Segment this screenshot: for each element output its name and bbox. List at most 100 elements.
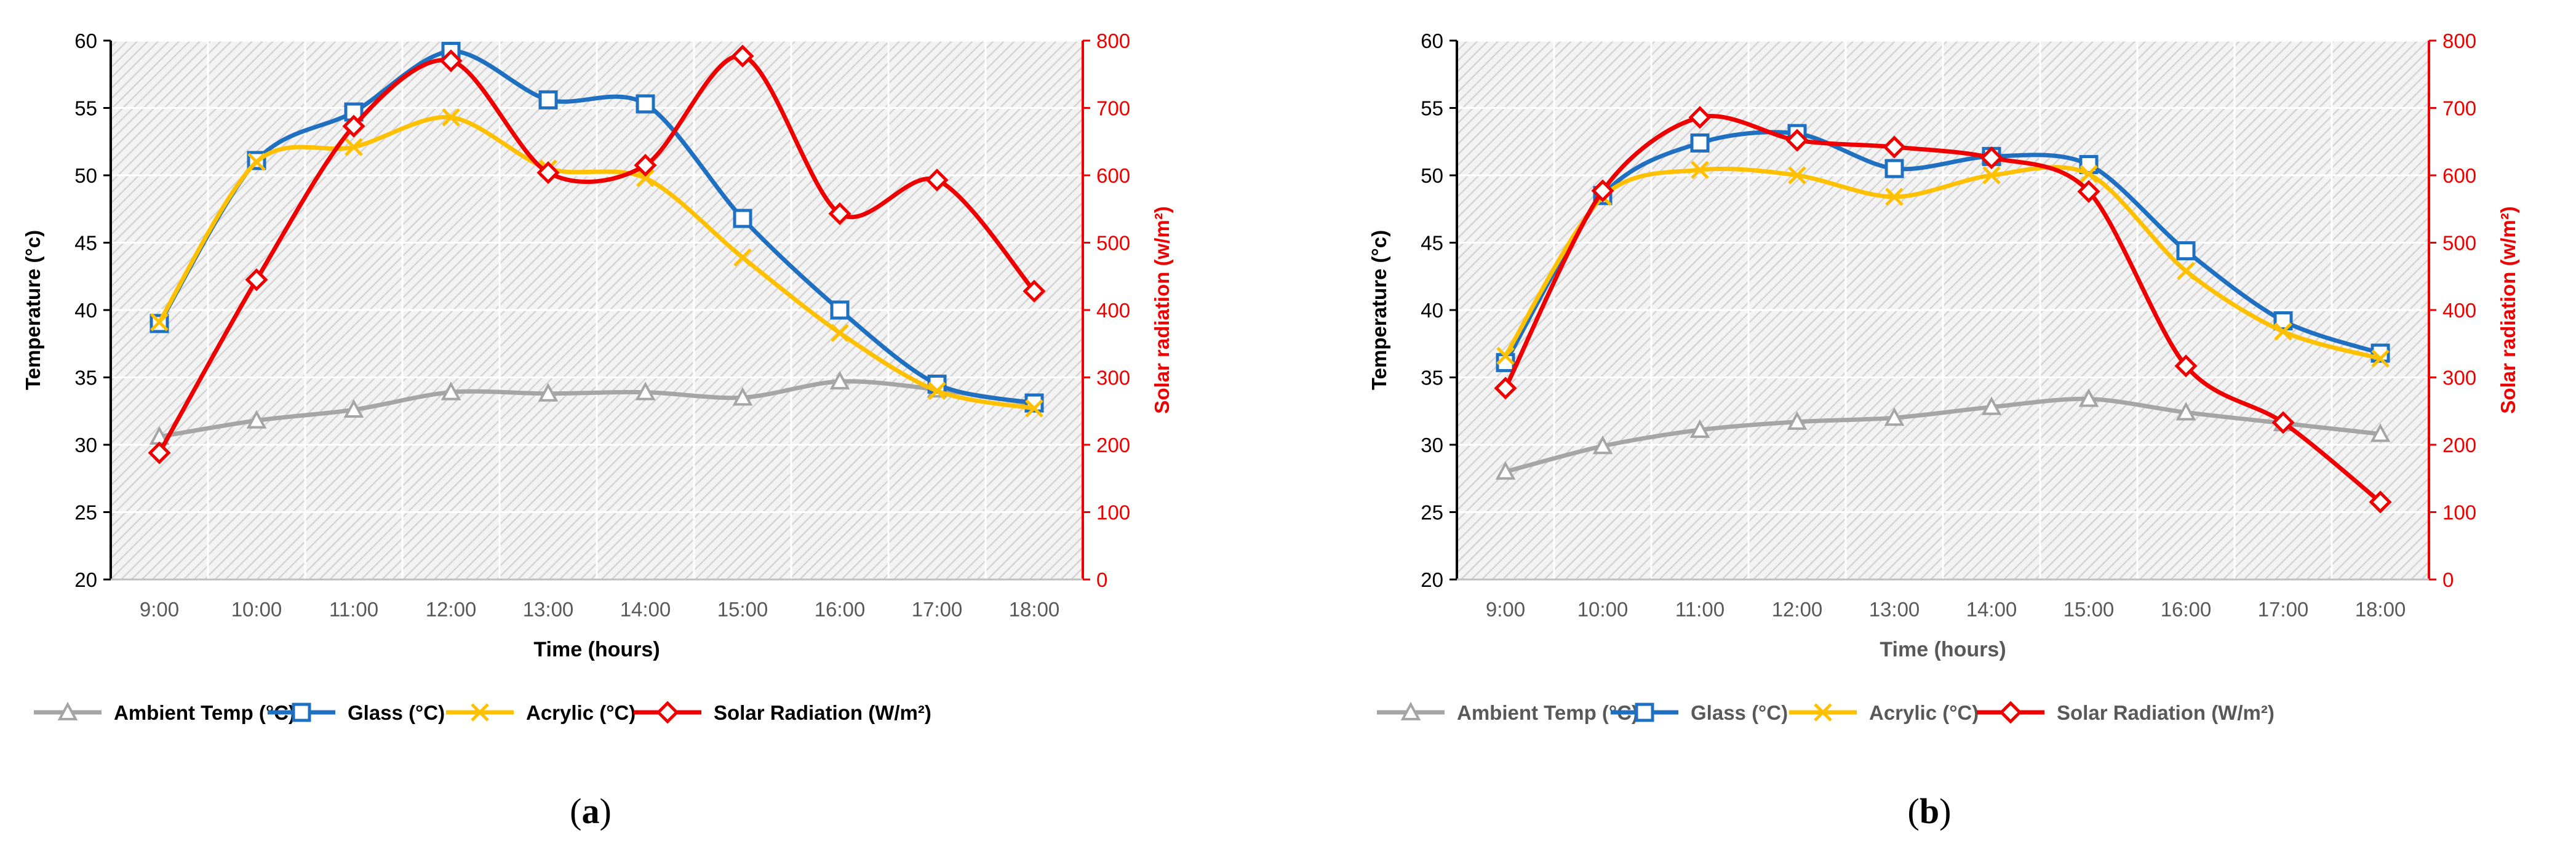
data-point: [1980, 146, 2003, 170]
data-point: [636, 169, 655, 188]
y-tick-label: 35: [1421, 367, 1443, 389]
legend-marker: [57, 701, 78, 720]
x-axis-title: Time (hours): [533, 638, 660, 661]
legend-marker: [292, 703, 311, 722]
y2-tick-label: 200: [1096, 434, 1130, 456]
gridlines: [111, 39, 1084, 579]
x-tick-label: 18:00: [1009, 598, 1060, 621]
data-point: [733, 248, 752, 267]
data-point: [828, 202, 851, 225]
y-tick-label: 55: [1421, 97, 1443, 120]
y-axis-title: Temperature (°c): [1368, 230, 1390, 390]
data-point: [831, 324, 849, 342]
x-tick-label: 10:00: [231, 598, 282, 621]
x-tick-label: 14:00: [620, 598, 671, 621]
y2-tick-label: 600: [1096, 164, 1130, 187]
data-point: [2271, 411, 2295, 434]
data-point: [1884, 159, 1904, 178]
y2-tick-label: 400: [2442, 299, 2476, 322]
series-line: [159, 379, 1035, 439]
data-point: [636, 94, 655, 114]
legend-label: Acrylic (°C): [1869, 701, 1979, 724]
series-line: [157, 49, 1035, 405]
y-tick-label: 25: [1421, 501, 1443, 524]
data-point: [1883, 135, 1906, 159]
series-line: [1503, 130, 2382, 364]
data-point: [1689, 419, 1710, 438]
data-point: [2078, 388, 2099, 407]
data-point: [538, 383, 559, 402]
legend-marker: [1814, 703, 1832, 722]
data-point: [441, 381, 461, 400]
series-ambient-temp-c: [1495, 388, 2391, 480]
data-point: [2370, 423, 2391, 442]
x-tick-label: 15:00: [717, 598, 768, 621]
data-point: [439, 49, 463, 73]
y-tick-label: 45: [74, 232, 97, 255]
series-line: [1505, 396, 2381, 474]
y-tick-label: 40: [74, 299, 97, 322]
data-point: [442, 108, 460, 127]
data-point: [925, 169, 949, 192]
x-tick-label: 9:00: [140, 598, 179, 621]
y2-tick-label: 0: [2442, 568, 2454, 591]
legend-label: Acrylic (°C): [526, 701, 636, 724]
legend-item: Solar Radiation (W/m²): [634, 701, 931, 724]
y-tick-label: 20: [1421, 568, 1443, 591]
x-tick-label: 11:00: [1675, 598, 1725, 621]
data-point: [2369, 490, 2392, 514]
data-point: [148, 441, 171, 464]
data-point: [1592, 435, 1613, 455]
x-tick-label: 13:00: [1869, 598, 1920, 621]
y-tick-label: 60: [1421, 30, 1443, 52]
y2-tick-label: 700: [2442, 97, 2476, 120]
legend-marker: [1400, 701, 1421, 720]
x-tick-label: 13:00: [523, 598, 574, 621]
legend-item: Glass (°C): [1611, 701, 1788, 724]
legend: Ambient Temp (°C) Glass (°C) Acrylic (°C) S…: [34, 701, 931, 724]
legend-label: Solar Radiation (W/m²): [714, 701, 931, 724]
legend-label: Solar Radiation (W/m²): [2057, 701, 2275, 724]
data-point: [246, 410, 267, 429]
data-point: [345, 138, 363, 156]
data-point: [1785, 129, 1809, 152]
data-point: [1591, 179, 1614, 202]
data-point: [1981, 396, 2002, 415]
data-point: [2175, 402, 2196, 421]
y-tick-label: 50: [74, 164, 97, 187]
y2-tick-label: 400: [1096, 299, 1130, 322]
series-solar-radiation-w-m: [148, 44, 1046, 464]
x-tick-label: 10:00: [1577, 598, 1629, 621]
y-tick-label: 45: [1421, 232, 1443, 255]
y-tick-label: 55: [74, 97, 97, 120]
data-point: [2177, 261, 2195, 281]
data-point: [829, 370, 850, 390]
series-line: [1504, 165, 2381, 361]
data-point: [634, 154, 657, 177]
data-point: [2174, 354, 2198, 378]
legend-label: Glass (°C): [348, 701, 445, 724]
legend-item: Glass (°C): [268, 701, 445, 724]
data-point: [1884, 407, 1905, 426]
y-tick-label: 30: [74, 434, 97, 456]
y-axis-title: Temperature (°c): [22, 230, 44, 390]
data-point: [2077, 180, 2100, 203]
legend-marker: [656, 701, 679, 724]
data-point: [1494, 376, 1517, 400]
panel-label-b: (b): [1907, 791, 1952, 831]
y2-tick-label: 100: [1096, 501, 1130, 524]
x-tick-label: 11:00: [329, 598, 378, 621]
x-tick-label: 17:00: [912, 598, 963, 621]
legend-label: Ambient Temp (°C): [114, 701, 295, 724]
y-tick-label: 60: [74, 30, 97, 52]
data-point: [1495, 461, 1516, 480]
x-tick-label: 12:00: [426, 598, 477, 621]
data-point: [2371, 349, 2390, 368]
series-line: [1503, 114, 2382, 504]
legend-marker: [1635, 703, 1654, 722]
y2-tick-label: 200: [2442, 434, 2476, 456]
y-tick-label: 30: [1421, 434, 1443, 456]
data-point: [635, 381, 656, 400]
data-point: [1688, 106, 1712, 129]
y2-axis-title: Solar radiation (w/m²): [1150, 206, 1173, 413]
